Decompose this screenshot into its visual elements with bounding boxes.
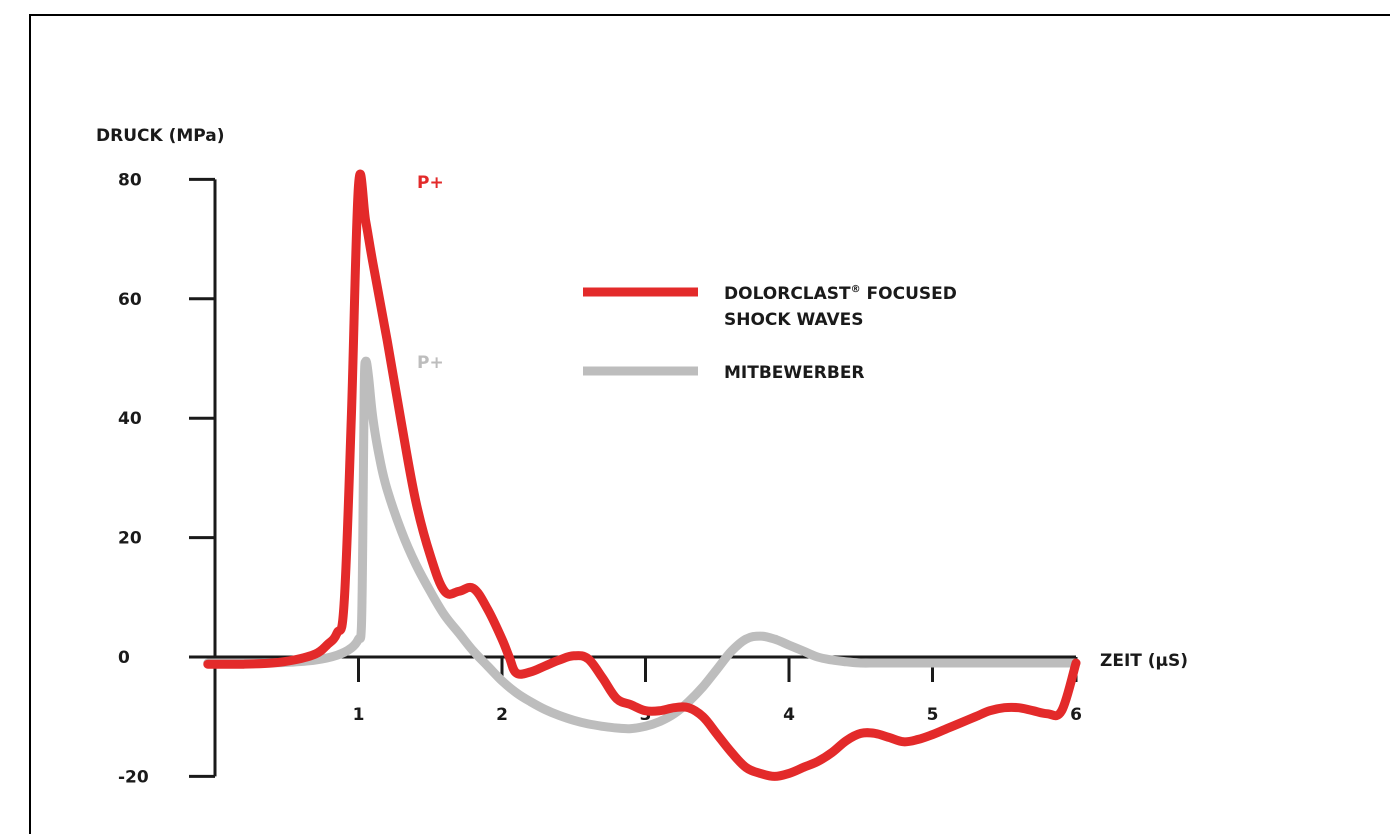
y-tick-label: 40 [118,409,142,429]
legend: DOLORCLAST® FOCUSED SHOCK WAVES MITBEWER… [583,284,957,383]
series-line-competitor [203,356,1081,734]
x-tick-label: 5 [927,705,939,725]
peak-label-competitor: P+ [417,353,444,373]
y-ticks: 80 60 40 20 0 -20 [118,170,215,787]
x-tick-label: 4 [783,705,795,725]
peak-labels: P+ P+ [417,173,444,373]
y-tick-label: 0 [118,648,130,668]
series-lines [203,169,1081,781]
y-tick-label: 20 [118,529,142,549]
y-tick-label: 60 [118,290,142,310]
y-tick-label: 80 [118,170,142,190]
chart-frame [29,14,1390,834]
legend-label-dolorclast-line2: SHOCK WAVES [724,310,864,330]
x-tick-label: 1 [353,705,365,725]
axes [203,179,1076,777]
y-axis-label: DRUCK (MPa) [96,126,225,146]
series-line-dolorclast [203,169,1081,781]
legend-label-competitor: MITBEWERBER [724,363,865,383]
peak-label-dolorclast: P+ [417,173,444,193]
x-tick-label: 6 [1070,705,1082,725]
x-tick-label: 2 [496,705,508,725]
y-tick-label: -20 [118,767,149,787]
legend-label-dolorclast: DOLORCLAST® FOCUSED [724,284,957,304]
x-axis-label: ZEIT (µS) [1100,651,1188,671]
